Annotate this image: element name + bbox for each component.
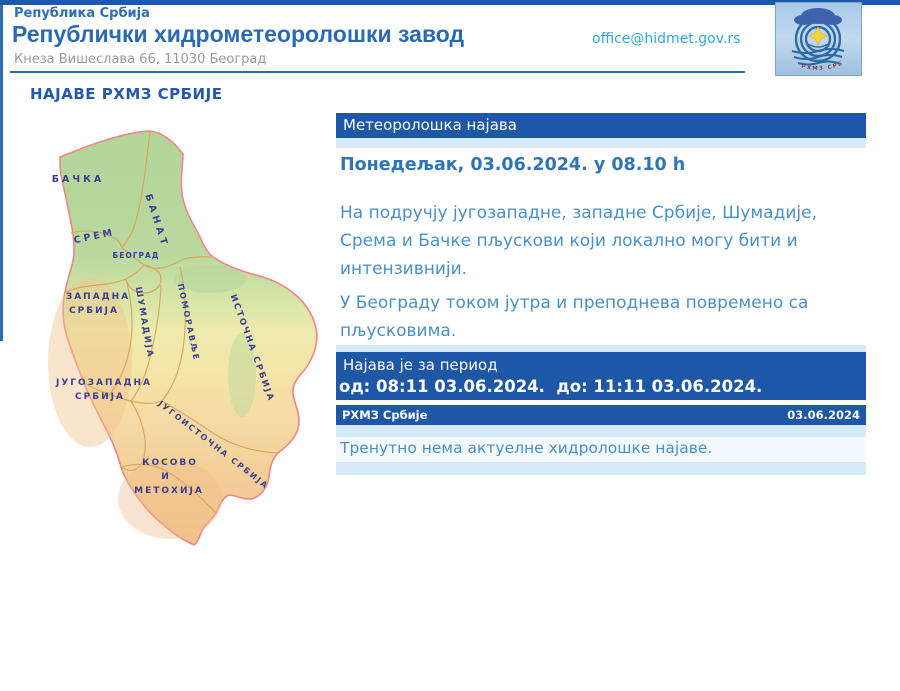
country-label: Република Србија: [14, 6, 150, 21]
validity-period-range: од: 08:11 03.06.2024. до: 11:11 03.06.20…: [339, 377, 763, 396]
map-region-label: ЈУГОЗАПАДНА: [55, 378, 152, 388]
logo-water-waves: [791, 48, 845, 66]
map-relief-patches: [48, 265, 256, 539]
organization-title: Републички хидрометеоролошки завод: [12, 21, 465, 47]
meteo-forecast-paragraph: На подручју југозападне, западне Србије,…: [340, 203, 817, 279]
source-label: РХМЗ Србије: [342, 408, 428, 422]
hydro-status-row: Тренутно нема актуелне хидролошке најаве…: [336, 437, 866, 462]
meteo-announcement-header: Метеоролошка најава: [336, 113, 866, 138]
light-strip: [336, 345, 866, 352]
map-region-label: И: [161, 472, 171, 482]
validity-period-title: Најава је за период: [343, 356, 498, 374]
map-region-label: МЕТОХИЈА: [134, 486, 204, 496]
rhmz-logo[interactable]: РХМЗ СРБИЈЕ: [775, 2, 862, 76]
light-strip: [336, 425, 866, 437]
page-title: НАЈАВЕ РХМЗ СРБИЈЕ: [30, 85, 223, 103]
header-divider: [10, 71, 745, 73]
announcements-column: Метеоролошка најава Понедељак, 03.06.202…: [336, 113, 866, 475]
bottom-frame-bar: [0, 0, 900, 5]
light-strip: [336, 462, 866, 475]
map-region-label: БАЧКА: [52, 174, 104, 185]
meteo-belgrade-paragraph: У Београду током јутра и преподнева повр…: [340, 293, 809, 341]
map-region-label: ЗАПАДНА: [66, 292, 130, 302]
contact-email-link[interactable]: office@hidmet.gov.rs: [592, 31, 741, 47]
left-frame-border-bottom: [0, 0, 3, 341]
map-region-label: СРБИЈА: [75, 392, 125, 402]
logo-cloud-icon: [794, 8, 842, 25]
source-date: 03.06.2024: [787, 408, 860, 422]
serbia-outline: [59, 130, 318, 546]
meteo-issued-datetime: Понедељак, 03.06.2024. у 08.10 h: [340, 155, 686, 175]
map-region-label: БЕОГРАД: [113, 251, 160, 260]
map-region-label: КОСОВО: [142, 458, 198, 468]
region-borders: [63, 130, 279, 514]
organization-address: Кнеза Вишеслава 66, 11030 Београд: [14, 52, 267, 67]
source-bar: 03.06.2024 РХМЗ Србије: [336, 405, 866, 425]
serbia-forecast-map: БАЧКА БАНАТ СРЕМ БЕОГРАД ЗАПАДНА СРБИЈА ШУМАДИ…: [20, 127, 330, 552]
hydro-status-text: Тренутно нема актуелне хидролошке најаве…: [340, 439, 713, 457]
logo-sun-icon: [808, 26, 828, 46]
light-strip: [336, 138, 866, 148]
map-region-label: СРБИЈА: [69, 306, 119, 316]
validity-period-bar: Најава је за период од: 08:11 03.06.2024…: [336, 352, 866, 400]
logo-horizon-arc: [807, 43, 829, 48]
